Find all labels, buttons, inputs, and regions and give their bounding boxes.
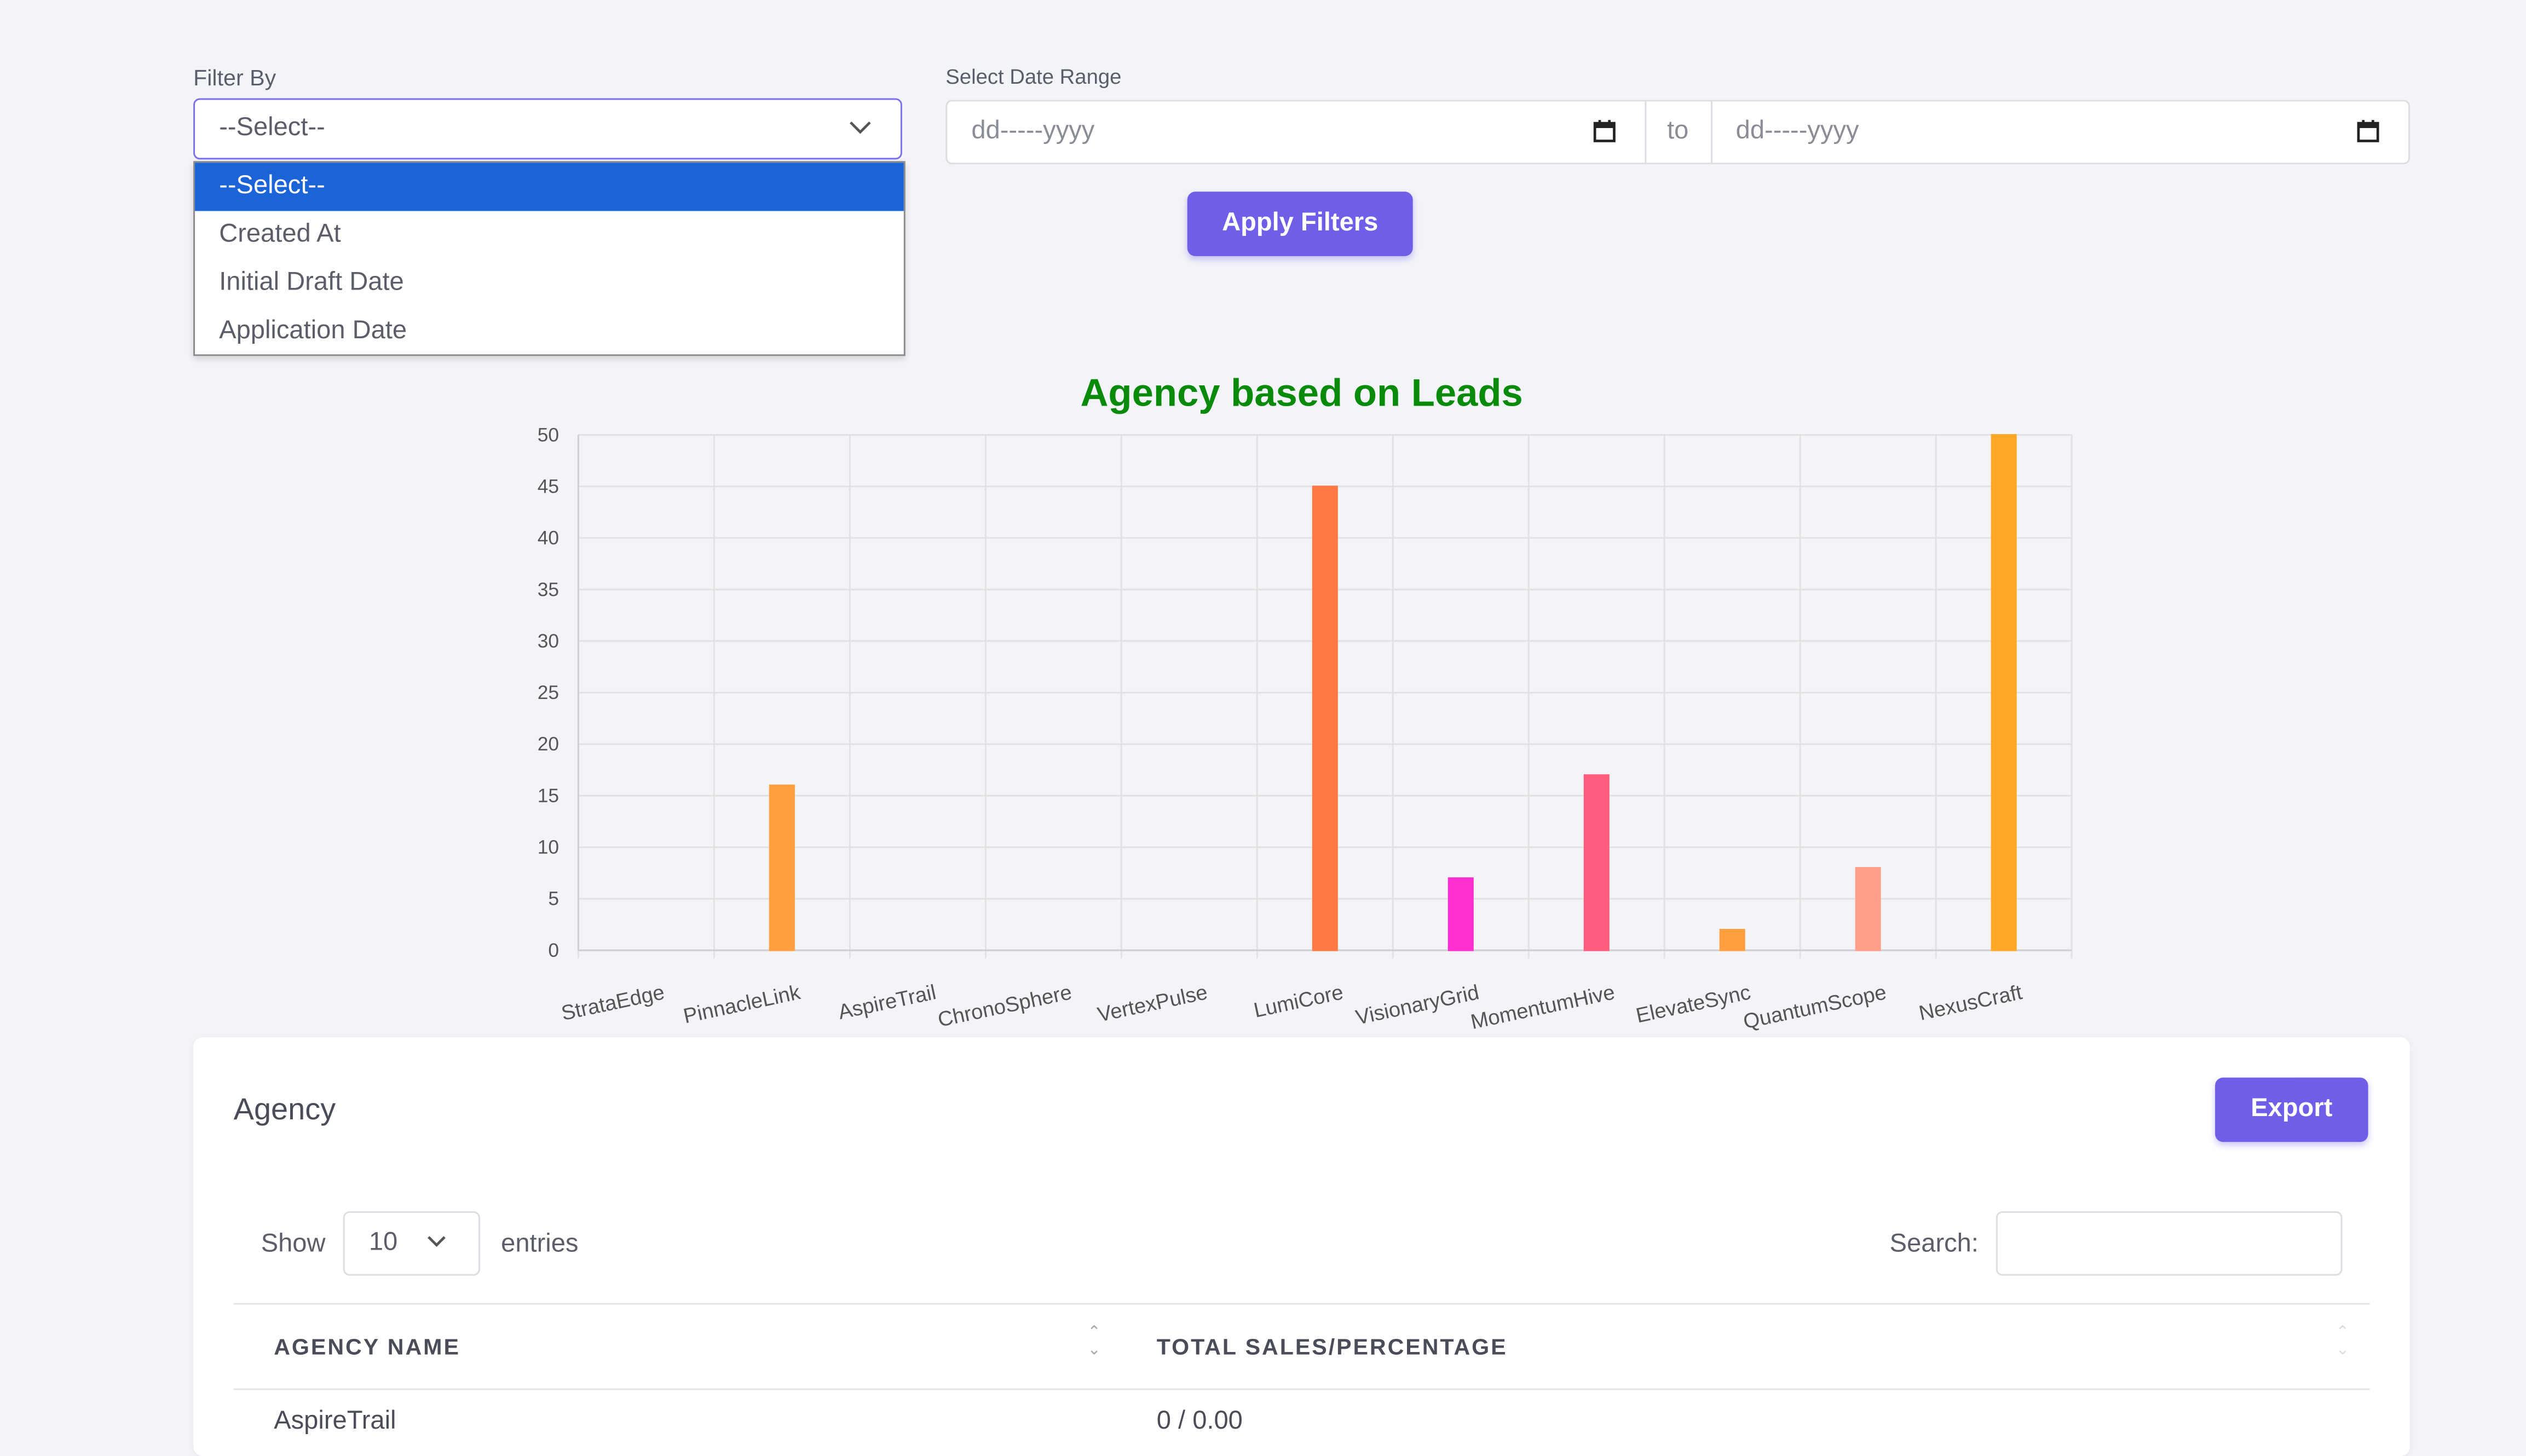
bar <box>1447 877 1474 951</box>
date-separator: to <box>1643 101 1712 163</box>
sort-icon[interactable]: ⌃ ⌄ <box>2335 1324 2350 1360</box>
y-tick-label: 30 <box>538 631 559 652</box>
calendar-icon[interactable] <box>2357 119 2379 143</box>
y-tick-label: 50 <box>538 424 559 446</box>
bar <box>769 784 795 951</box>
table-cell-total-sales: 0 / 0.00 <box>1156 1407 1243 1435</box>
table-header: AGENCY NAME ⌃ ⌄ TOTAL SALES/PERCENTAGE ⌃ ⌄ <box>233 1303 2370 1390</box>
date-from-placeholder: dd-----yyyy <box>971 117 1095 145</box>
card-title: Agency <box>233 1094 336 1128</box>
x-tick-label: ElevateSync <box>1634 980 1752 1027</box>
y-tick-label: 0 <box>548 940 559 961</box>
bar <box>1855 867 1881 951</box>
y-tick-label: 15 <box>538 785 559 806</box>
search-input[interactable] <box>1996 1211 2343 1276</box>
table-cell-agency-name: AspireTrail <box>274 1407 396 1435</box>
agency-card: Agency Export Show 10 entries Search: AG… <box>193 1037 2410 1456</box>
apply-filters-button[interactable]: Apply Filters <box>1187 192 1413 256</box>
bar <box>1583 774 1610 951</box>
chevron-down-icon <box>850 121 871 134</box>
y-tick-label: 20 <box>538 733 559 755</box>
filter-by-label: Filter By <box>193 64 276 90</box>
y-tick-label: 25 <box>538 682 559 703</box>
date-from-input[interactable]: dd-----yyyy <box>947 101 1644 163</box>
chart-title: Agency based on Leads <box>1080 371 1522 414</box>
dropdown-option-created-at[interactable]: Created At <box>219 221 341 249</box>
dropdown-option-application-date[interactable]: Application Date <box>219 317 407 345</box>
x-tick-label: VisionaryGrid <box>1354 980 1481 1030</box>
agency-leads-chart: Agency based on Leads 0 5 10 15 20 25 30 35 40 45 5… <box>538 371 2073 1034</box>
filter-by-value: --Select-- <box>219 114 325 142</box>
x-tick-label: LumiCore <box>1252 980 1345 1022</box>
entries-value: 10 <box>368 1229 398 1257</box>
y-tick-label: 10 <box>538 837 559 858</box>
x-tick-label: StrataEdge <box>559 980 666 1025</box>
column-header-agency-name[interactable]: AGENCY NAME <box>274 1333 460 1360</box>
x-tick-label: PinnacleLink <box>681 980 803 1028</box>
column-header-total-sales[interactable]: TOTAL SALES/PERCENTAGE <box>1156 1333 1508 1360</box>
x-tick-label: NexusCraft <box>1917 980 2024 1025</box>
bar <box>1991 434 2017 951</box>
date-to-placeholder: dd-----yyyy <box>1735 117 1859 145</box>
date-to-input[interactable]: dd-----yyyy <box>1712 101 2409 163</box>
show-label: Show <box>261 1230 326 1258</box>
calendar-icon[interactable] <box>1593 119 1615 143</box>
sort-icon[interactable]: ⌃ ⌄ <box>1087 1324 1101 1360</box>
entries-label: entries <box>501 1230 579 1258</box>
y-tick-label: 40 <box>538 528 559 549</box>
x-tick-label: AspireTrail <box>836 980 938 1024</box>
x-tick-label: QuantumScope <box>1741 980 1888 1033</box>
y-tick-label: 35 <box>538 579 559 600</box>
chevron-down-icon <box>428 1236 446 1247</box>
filter-by-select[interactable]: --Select-- <box>193 98 902 160</box>
dropdown-option-select[interactable]: --Select-- <box>195 163 904 211</box>
x-tick-label: MomentumHive <box>1469 980 1617 1034</box>
date-range-label: Select Date Range <box>945 64 1122 89</box>
y-tick-label: 5 <box>548 888 559 910</box>
dropdown-option-initial-draft-date[interactable]: Initial Draft Date <box>219 269 404 297</box>
search-label: Search: <box>1889 1230 1979 1258</box>
bar <box>1312 486 1338 951</box>
filter-by-dropdown: --Select-- Created At Initial Draft Date… <box>193 161 906 356</box>
y-tick-label: 45 <box>538 476 559 497</box>
entries-select[interactable]: 10 <box>343 1211 480 1276</box>
export-button[interactable]: Export <box>2215 1077 2368 1142</box>
bar <box>1719 928 1745 951</box>
date-range-group: dd-----yyyy to dd-----yyyy <box>945 100 2410 165</box>
x-tick-label: VertexPulse <box>1095 980 1210 1027</box>
x-tick-label: ChronoSphere <box>936 980 1074 1032</box>
